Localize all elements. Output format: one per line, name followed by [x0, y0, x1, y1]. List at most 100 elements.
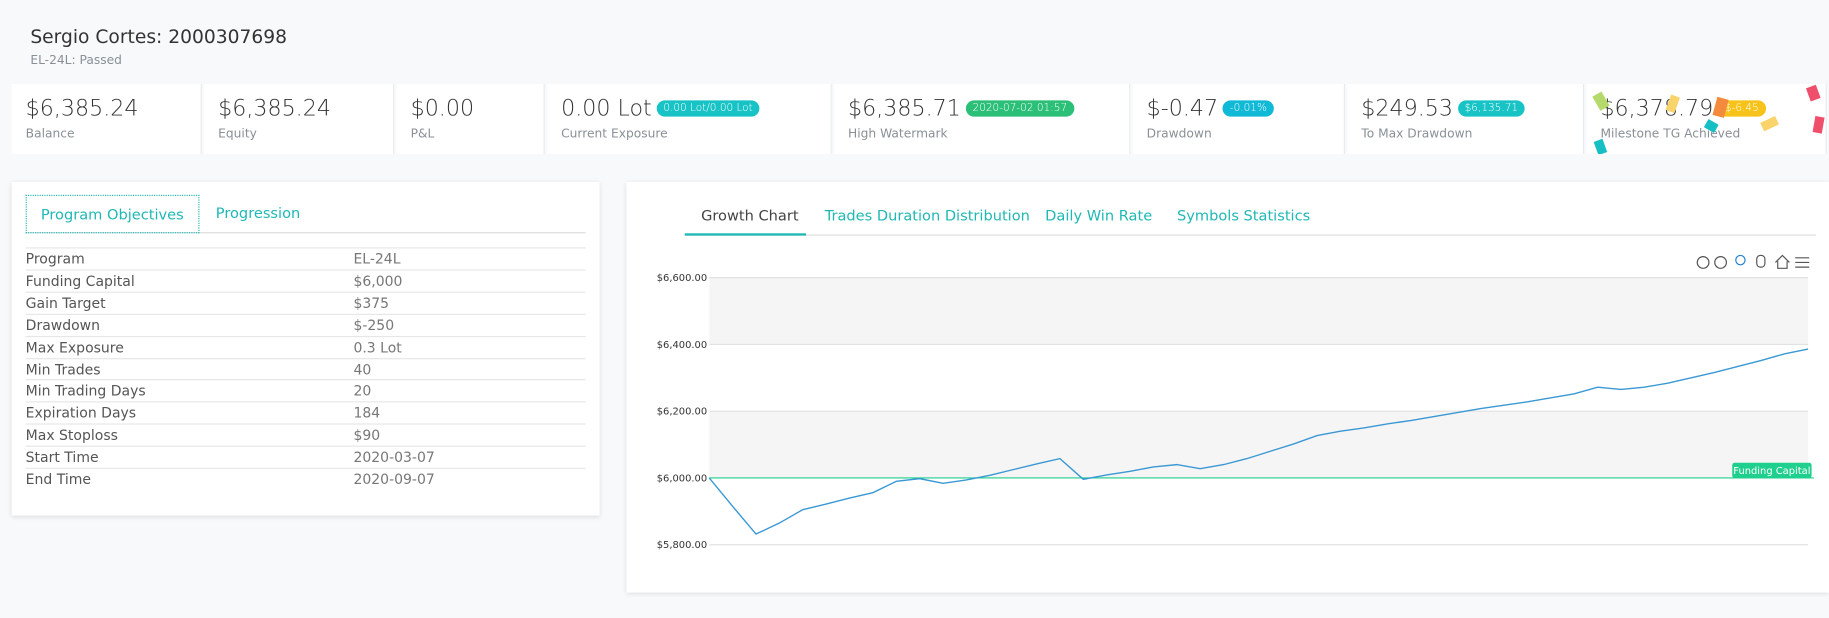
objective-row: Funding Capital $6,000 [25, 269, 586, 291]
zoom-icon[interactable] [1735, 254, 1746, 266]
objective-value: EL-24L [353, 250, 401, 268]
objective-row: Program EL-24L [25, 247, 586, 269]
zoom-in-icon[interactable] [1696, 256, 1710, 269]
stat-value: $6,378.79 $-6.45 [1600, 95, 1766, 122]
stat-value: $-0.47 -0.01% [1146, 95, 1274, 122]
stat-label: High Watermark [848, 127, 948, 142]
stat-value-text: $6,385.24 [25, 95, 139, 122]
objective-value: 20 [353, 383, 372, 400]
stat-value: 0.00 Lot 0.00 Lot/0.00 Lot [561, 96, 760, 121]
objective-row: Min Trades 40 [25, 357, 586, 380]
stat-label: Balance [25, 127, 75, 142]
y-tick-label: $5,800.00 [657, 540, 707, 551]
chart-tab[interactable]: Symbols Statistics [1176, 206, 1311, 224]
objective-row: Min Trading Days 20 [25, 379, 586, 402]
account-subtitle: EL-24L: Passed [30, 53, 122, 68]
stat-card: $0.00 P&L [396, 83, 545, 154]
annotation-label: Funding Capital [1733, 466, 1810, 477]
objective-key: Drawdown [25, 316, 101, 334]
objective-key: Max Exposure [25, 338, 124, 356]
chart-tab[interactable]: Trades Duration Distribution [824, 206, 1030, 224]
tab-divider [684, 234, 1817, 236]
confetti-piece [1812, 115, 1825, 134]
stat-label: To Max Drawdown [1361, 127, 1473, 142]
objective-row: Drawdown $-250 [25, 313, 586, 335]
menu-icon[interactable] [1795, 257, 1810, 268]
stat-badge: $-6.45 [1717, 100, 1766, 117]
objective-row: Gain Target $375 [25, 291, 586, 313]
objective-tab[interactable]: Program Objectives [25, 194, 199, 234]
confetti-piece [1665, 94, 1680, 114]
objective-key: Funding Capital [25, 272, 135, 290]
stat-value-text: $6,385.71 [848, 95, 961, 122]
stat-card: $-0.47 -0.01% Drawdown [1132, 83, 1345, 154]
objective-value: $90 [353, 427, 381, 444]
objective-key: Max Stoploss [25, 427, 118, 444]
y-tick-label: $6,400.00 [657, 340, 707, 351]
stat-value-text: $-0.47 [1146, 95, 1219, 122]
objective-key: Start Time [25, 449, 99, 466]
objective-row: Max Stoploss $90 [25, 423, 586, 446]
confetti-piece [1592, 91, 1610, 111]
objective-row: Max Exposure 0.3 Lot [25, 335, 586, 357]
tab-divider [25, 232, 586, 234]
stat-value: $0.00 [411, 96, 474, 122]
confetti [1592, 84, 1825, 154]
stat-badge: $6,135.71 [1457, 100, 1526, 117]
chart-tab[interactable]: Daily Win Rate [1045, 206, 1153, 224]
home-icon[interactable] [1775, 254, 1790, 269]
confetti-piece [1593, 138, 1608, 154]
objective-row: Expiration Days 184 [25, 401, 586, 424]
stat-label: P&L [410, 127, 435, 142]
stat-label: Equity [218, 127, 257, 142]
objective-value: $-250 [353, 316, 395, 334]
growth-chart: $5,800.00 $6,000.00 $6,200.00 $6,400.00 $6,6… [657, 254, 1814, 551]
stat-badge: 2020-07-02 01:57 [965, 100, 1075, 117]
chart-tab[interactable]: Growth Chart [701, 206, 799, 224]
stat-label: Milestone TG Achieved [1600, 127, 1741, 142]
stat-card: $6,385.24 Balance [11, 83, 202, 154]
stat-value-text: $6,378.79 [1600, 95, 1714, 122]
confetti-piece [1703, 119, 1719, 133]
objective-value: $6,000 [353, 272, 403, 290]
stat-label: Current Exposure [561, 127, 668, 142]
active-tab-underline [684, 233, 807, 236]
objective-value: 184 [353, 405, 381, 422]
stat-value: $6,385.24 [26, 96, 139, 122]
stat-card: $6,385.71 2020-07-02 01:57 High Watermark [834, 83, 1131, 154]
stat-value: $6,385.24 [218, 96, 331, 122]
confetti-piece [1712, 96, 1729, 118]
account-title: Sergio Cortes: 2000307698 [30, 25, 288, 48]
y-tick-label: $6,200.00 [657, 407, 707, 418]
pan-icon[interactable] [1756, 254, 1766, 268]
zoom-out-icon[interactable] [1714, 256, 1728, 269]
confetti-piece [1805, 84, 1821, 102]
objective-row: Start Time 2020-03-07 [25, 445, 586, 468]
y-tick-label: $6,000.00 [657, 473, 707, 484]
objective-key: Min Trades [25, 361, 101, 378]
confetti-piece [1760, 115, 1779, 132]
stat-badge: 0.00 Lot/0.00 Lot [656, 100, 760, 117]
stat-card: 0.00 Lot 0.00 Lot/0.00 Lot Current Exposur… [547, 83, 832, 154]
objective-key: End Time [25, 471, 91, 488]
stat-value: $6,385.71 2020-07-02 01:57 [848, 95, 1075, 122]
objective-value: $375 [353, 294, 390, 312]
stat-card: $249.53 $6,135.71 To Max Drawdown [1347, 83, 1585, 154]
objective-key: Expiration Days [25, 405, 137, 422]
annotation-label-bg [1732, 462, 1812, 478]
objective-key: Min Trading Days [25, 383, 146, 400]
chart-toolbar[interactable] [1696, 254, 1810, 269]
grid-band [709, 277, 1809, 345]
stat-card: $6,378.79 $-6.45 Milestone TG Achieved [1586, 83, 1827, 154]
stat-value: $249.53 $6,135.71 [1361, 96, 1526, 121]
stat-label: Drawdown [1146, 127, 1212, 142]
stat-value-text: $6,385.24 [218, 95, 331, 122]
objective-tab[interactable]: Progression [215, 204, 301, 222]
growth-line [708, 348, 1809, 535]
grid-band [709, 411, 1809, 478]
objective-value: 2020-09-07 [353, 471, 435, 488]
objective-key: Gain Target [25, 294, 106, 312]
stat-badge: -0.01% [1222, 100, 1274, 117]
